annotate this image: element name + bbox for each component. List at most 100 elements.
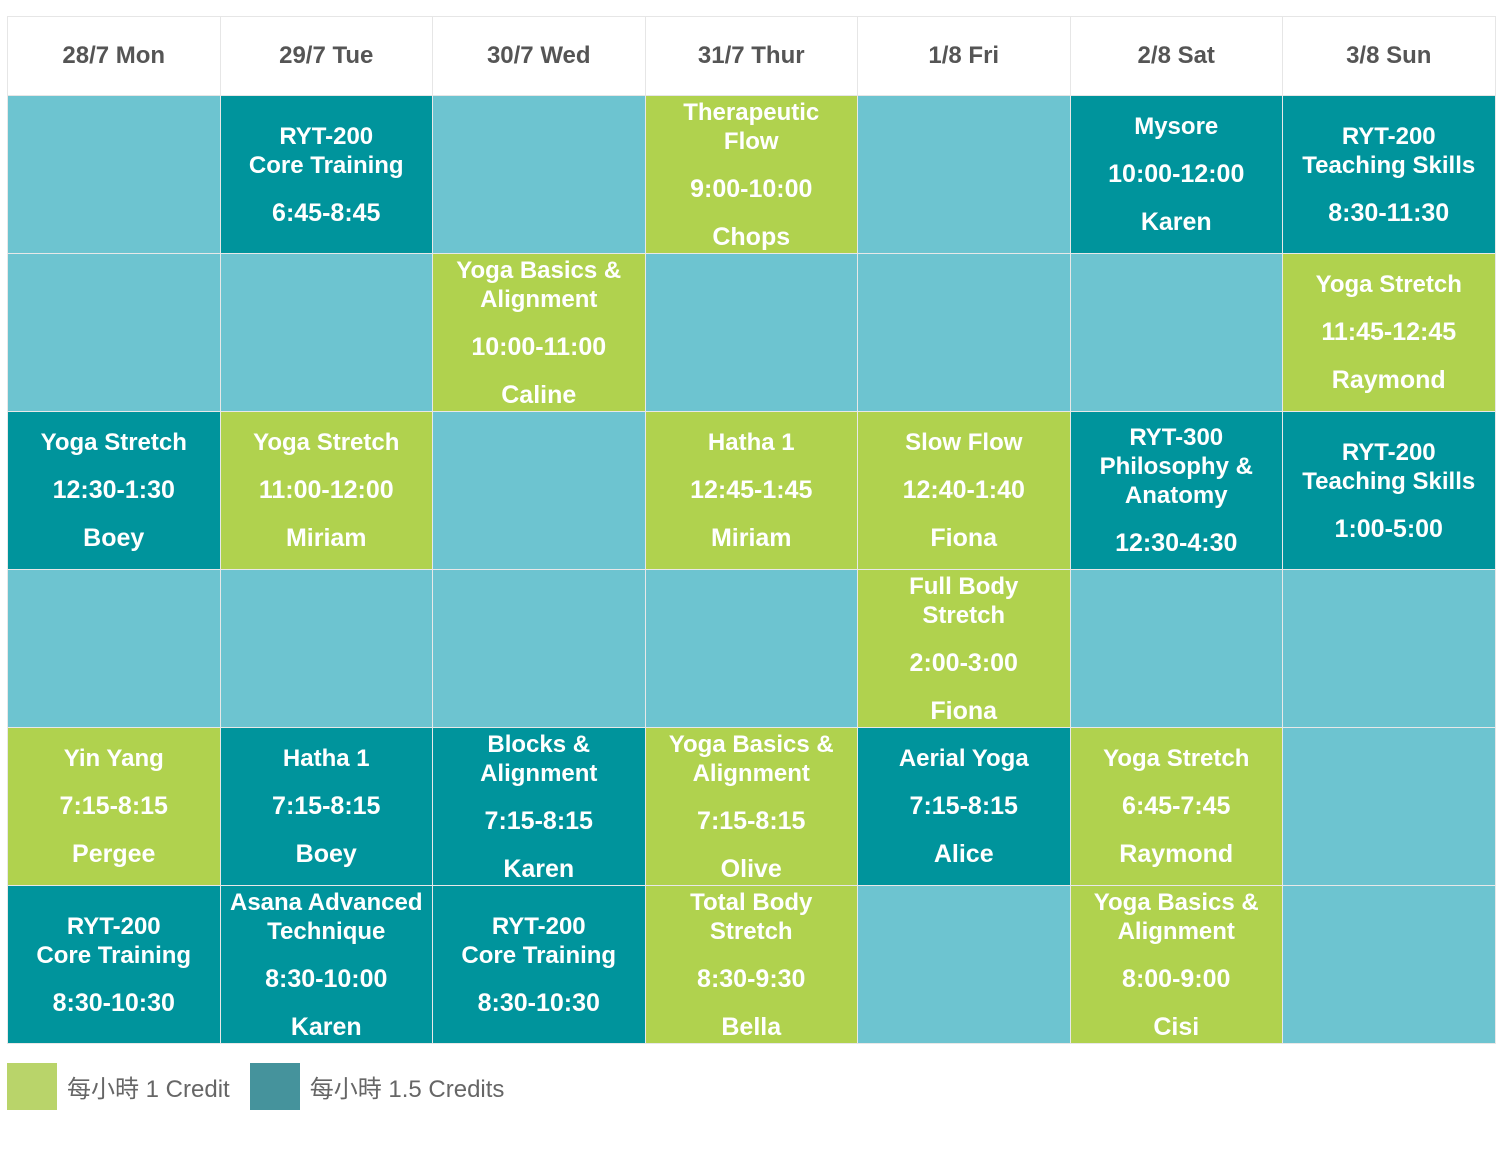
class-title: Yoga Basics & Alignment — [1090, 888, 1263, 946]
class-cell[interactable]: RYT-200 Core Training 8:30-10:30 — [432, 885, 646, 1044]
class-title-line: Stretch — [709, 917, 793, 945]
class-title-line: RYT-200 — [66, 912, 161, 940]
class-teacher: Alice — [933, 840, 994, 868]
class-cell[interactable]: Yoga Stretch 11:45-12:45 Raymond — [1282, 253, 1496, 412]
class-title-line: Yoga Basics & — [668, 730, 834, 758]
class-title: Yoga Stretch — [37, 428, 191, 457]
class-time: 11:45-12:45 — [1321, 318, 1457, 346]
class-cell[interactable]: Yoga Basics & Alignment 7:15-8:15 Olive — [644, 727, 858, 886]
class-cell[interactable]: Aerial Yoga 7:15-8:15 Alice — [857, 727, 1071, 886]
day-header: 3/8 Sun — [1282, 16, 1496, 96]
class-time: 8:30-10:30 — [477, 988, 600, 1017]
class-cell[interactable]: Yoga Stretch 6:45-7:45 Raymond — [1069, 727, 1283, 886]
empty-slot — [1069, 253, 1283, 412]
class-cell[interactable]: Asana Advanced Technique 8:30-10:00 Karen — [219, 885, 433, 1044]
class-cell-content: RYT-300 Philosophy & Anatomy 12:30-4:30 — [1071, 413, 1282, 569]
class-time: 12:30-4:30 — [1115, 529, 1238, 557]
class-cell[interactable]: Yoga Stretch 12:30-1:30 Boey — [7, 411, 221, 570]
class-title-line: Yoga Stretch — [1315, 271, 1462, 298]
class-title-line: Alignment — [480, 759, 598, 787]
class-cell[interactable]: Full Body Stretch 2:00-3:00 Fiona — [857, 569, 1071, 728]
class-title: RYT-200 Teaching Skills — [1298, 122, 1479, 180]
class-cell[interactable]: Blocks & Alignment 7:15-8:15 Karen — [432, 727, 646, 886]
class-cell[interactable]: RYT-300 Philosophy & Anatomy 12:30-4:30 — [1069, 411, 1283, 570]
class-title-line: Alignment — [1117, 917, 1235, 945]
class-cell[interactable]: Therapeutic Flow 9:00-10:00 Chops — [644, 95, 858, 254]
class-time: 8:30-10:00 — [265, 964, 388, 993]
class-time: 12:30-1:30 — [52, 476, 175, 504]
class-cell-content: Aerial Yoga 7:15-8:15 Alice — [858, 729, 1069, 885]
class-title-line: Stretch — [922, 601, 1006, 629]
class-teacher: Cisi — [1153, 1012, 1200, 1041]
class-time: 8:30-11:30 — [1328, 198, 1450, 227]
class-cell-content: RYT-200 Core Training 8:30-10:30 — [433, 887, 644, 1043]
class-title-line: RYT-200 — [1341, 122, 1436, 150]
class-time: 8:00-9:00 — [1122, 964, 1231, 993]
timetable-row: Yoga Basics & Alignment 10:00-11:00 Caline Y… — [7, 253, 1496, 412]
class-teacher: Chops — [712, 222, 791, 251]
day-header: 2/8 Sat — [1069, 16, 1283, 96]
empty-slot — [1282, 569, 1496, 728]
class-cell[interactable]: RYT-200 Core Training 8:30-10:30 — [7, 885, 221, 1044]
class-cell[interactable]: RYT-200 Core Training 6:45-8:45 — [219, 95, 433, 254]
class-teacher: Raymond — [1331, 366, 1446, 394]
class-cell-content: RYT-200 Teaching Skills 8:30-11:30 — [1283, 97, 1494, 253]
day-header: 30/7 Wed — [432, 16, 646, 96]
empty-slot — [857, 95, 1071, 254]
class-time: 7:15-8:15 — [272, 792, 381, 820]
class-cell-content: Full Body Stretch 2:00-3:00 Fiona — [858, 571, 1069, 727]
class-teacher: Karen — [290, 1012, 362, 1041]
class-time: 1:00-5:00 — [1334, 514, 1443, 543]
class-title-line: Core Training — [461, 941, 617, 969]
empty-slot — [1282, 885, 1496, 1044]
class-title: RYT-200 Core Training — [32, 912, 195, 970]
class-cell[interactable]: Hatha 1 7:15-8:15 Boey — [219, 727, 433, 886]
class-title-line: Slow Flow — [905, 429, 1023, 456]
empty-slot — [432, 411, 646, 570]
class-title: Blocks & Alignment — [476, 730, 601, 788]
class-cell[interactable]: Slow Flow 12:40-1:40 Fiona — [857, 411, 1071, 570]
class-cell[interactable]: RYT-200 Teaching Skills 8:30-11:30 — [1282, 95, 1496, 254]
class-title: Hatha 1 — [704, 428, 799, 457]
class-cell-content: Yoga Stretch 12:30-1:30 Boey — [8, 413, 219, 569]
class-title: RYT-200 Core Training — [245, 122, 408, 180]
class-title-line: RYT-300 — [1129, 424, 1224, 451]
class-title-line: Core Training — [248, 151, 404, 179]
legend-item-1-credit: 每小時 1 Credit — [7, 1063, 230, 1110]
class-cell[interactable]: Hatha 1 12:45-1:45 Miriam — [644, 411, 858, 570]
class-teacher: Miriam — [710, 524, 792, 552]
class-time: 9:00-10:00 — [690, 174, 813, 203]
class-title-line: Alignment — [692, 759, 810, 787]
class-teacher: Fiona — [930, 696, 998, 725]
class-cell[interactable]: RYT-200 Teaching Skills 1:00-5:00 — [1282, 411, 1496, 570]
class-time: 7:15-8:15 — [909, 792, 1018, 820]
class-title: Hatha 1 — [279, 744, 374, 773]
class-cell[interactable]: Yoga Stretch 11:00-12:00 Miriam — [219, 411, 433, 570]
class-title: Aerial Yoga — [895, 744, 1033, 773]
class-cell[interactable]: Yoga Basics & Alignment 8:00-9:00 Cisi — [1069, 885, 1283, 1044]
empty-slot — [7, 253, 221, 412]
class-cell-content: Mysore 10:00-12:00 Karen — [1071, 97, 1282, 253]
class-title-line: Yoga Stretch — [40, 429, 187, 456]
class-cell[interactable]: Yoga Basics & Alignment 10:00-11:00 Caline — [432, 253, 646, 412]
class-cell[interactable]: Mysore 10:00-12:00 Karen — [1069, 95, 1283, 254]
class-title: Full Body Stretch — [905, 572, 1022, 630]
class-time: 11:00-12:00 — [258, 476, 394, 504]
class-cell-content: RYT-200 Core Training 6:45-8:45 — [221, 97, 432, 253]
class-title-line: Hatha 1 — [282, 745, 370, 772]
class-title-line: Hatha 1 — [707, 429, 795, 456]
class-title-line: Technique — [267, 917, 386, 945]
empty-slot — [432, 95, 646, 254]
class-cell[interactable]: Total Body Stretch 8:30-9:30 Bella — [644, 885, 858, 1044]
empty-slot — [644, 569, 858, 728]
empty-slot — [219, 253, 433, 412]
day-header: 1/8 Fri — [857, 16, 1071, 96]
class-title: Mysore — [1130, 112, 1222, 141]
class-cell[interactable]: Yin Yang 7:15-8:15 Pergee — [7, 727, 221, 886]
class-title-line: RYT-200 — [491, 912, 586, 940]
class-teacher: Caline — [501, 380, 577, 409]
empty-slot — [644, 253, 858, 412]
class-title-line: Total Body — [690, 888, 813, 916]
class-title-line: Philosophy & — [1099, 453, 1253, 480]
class-teacher: Boey — [83, 524, 145, 552]
